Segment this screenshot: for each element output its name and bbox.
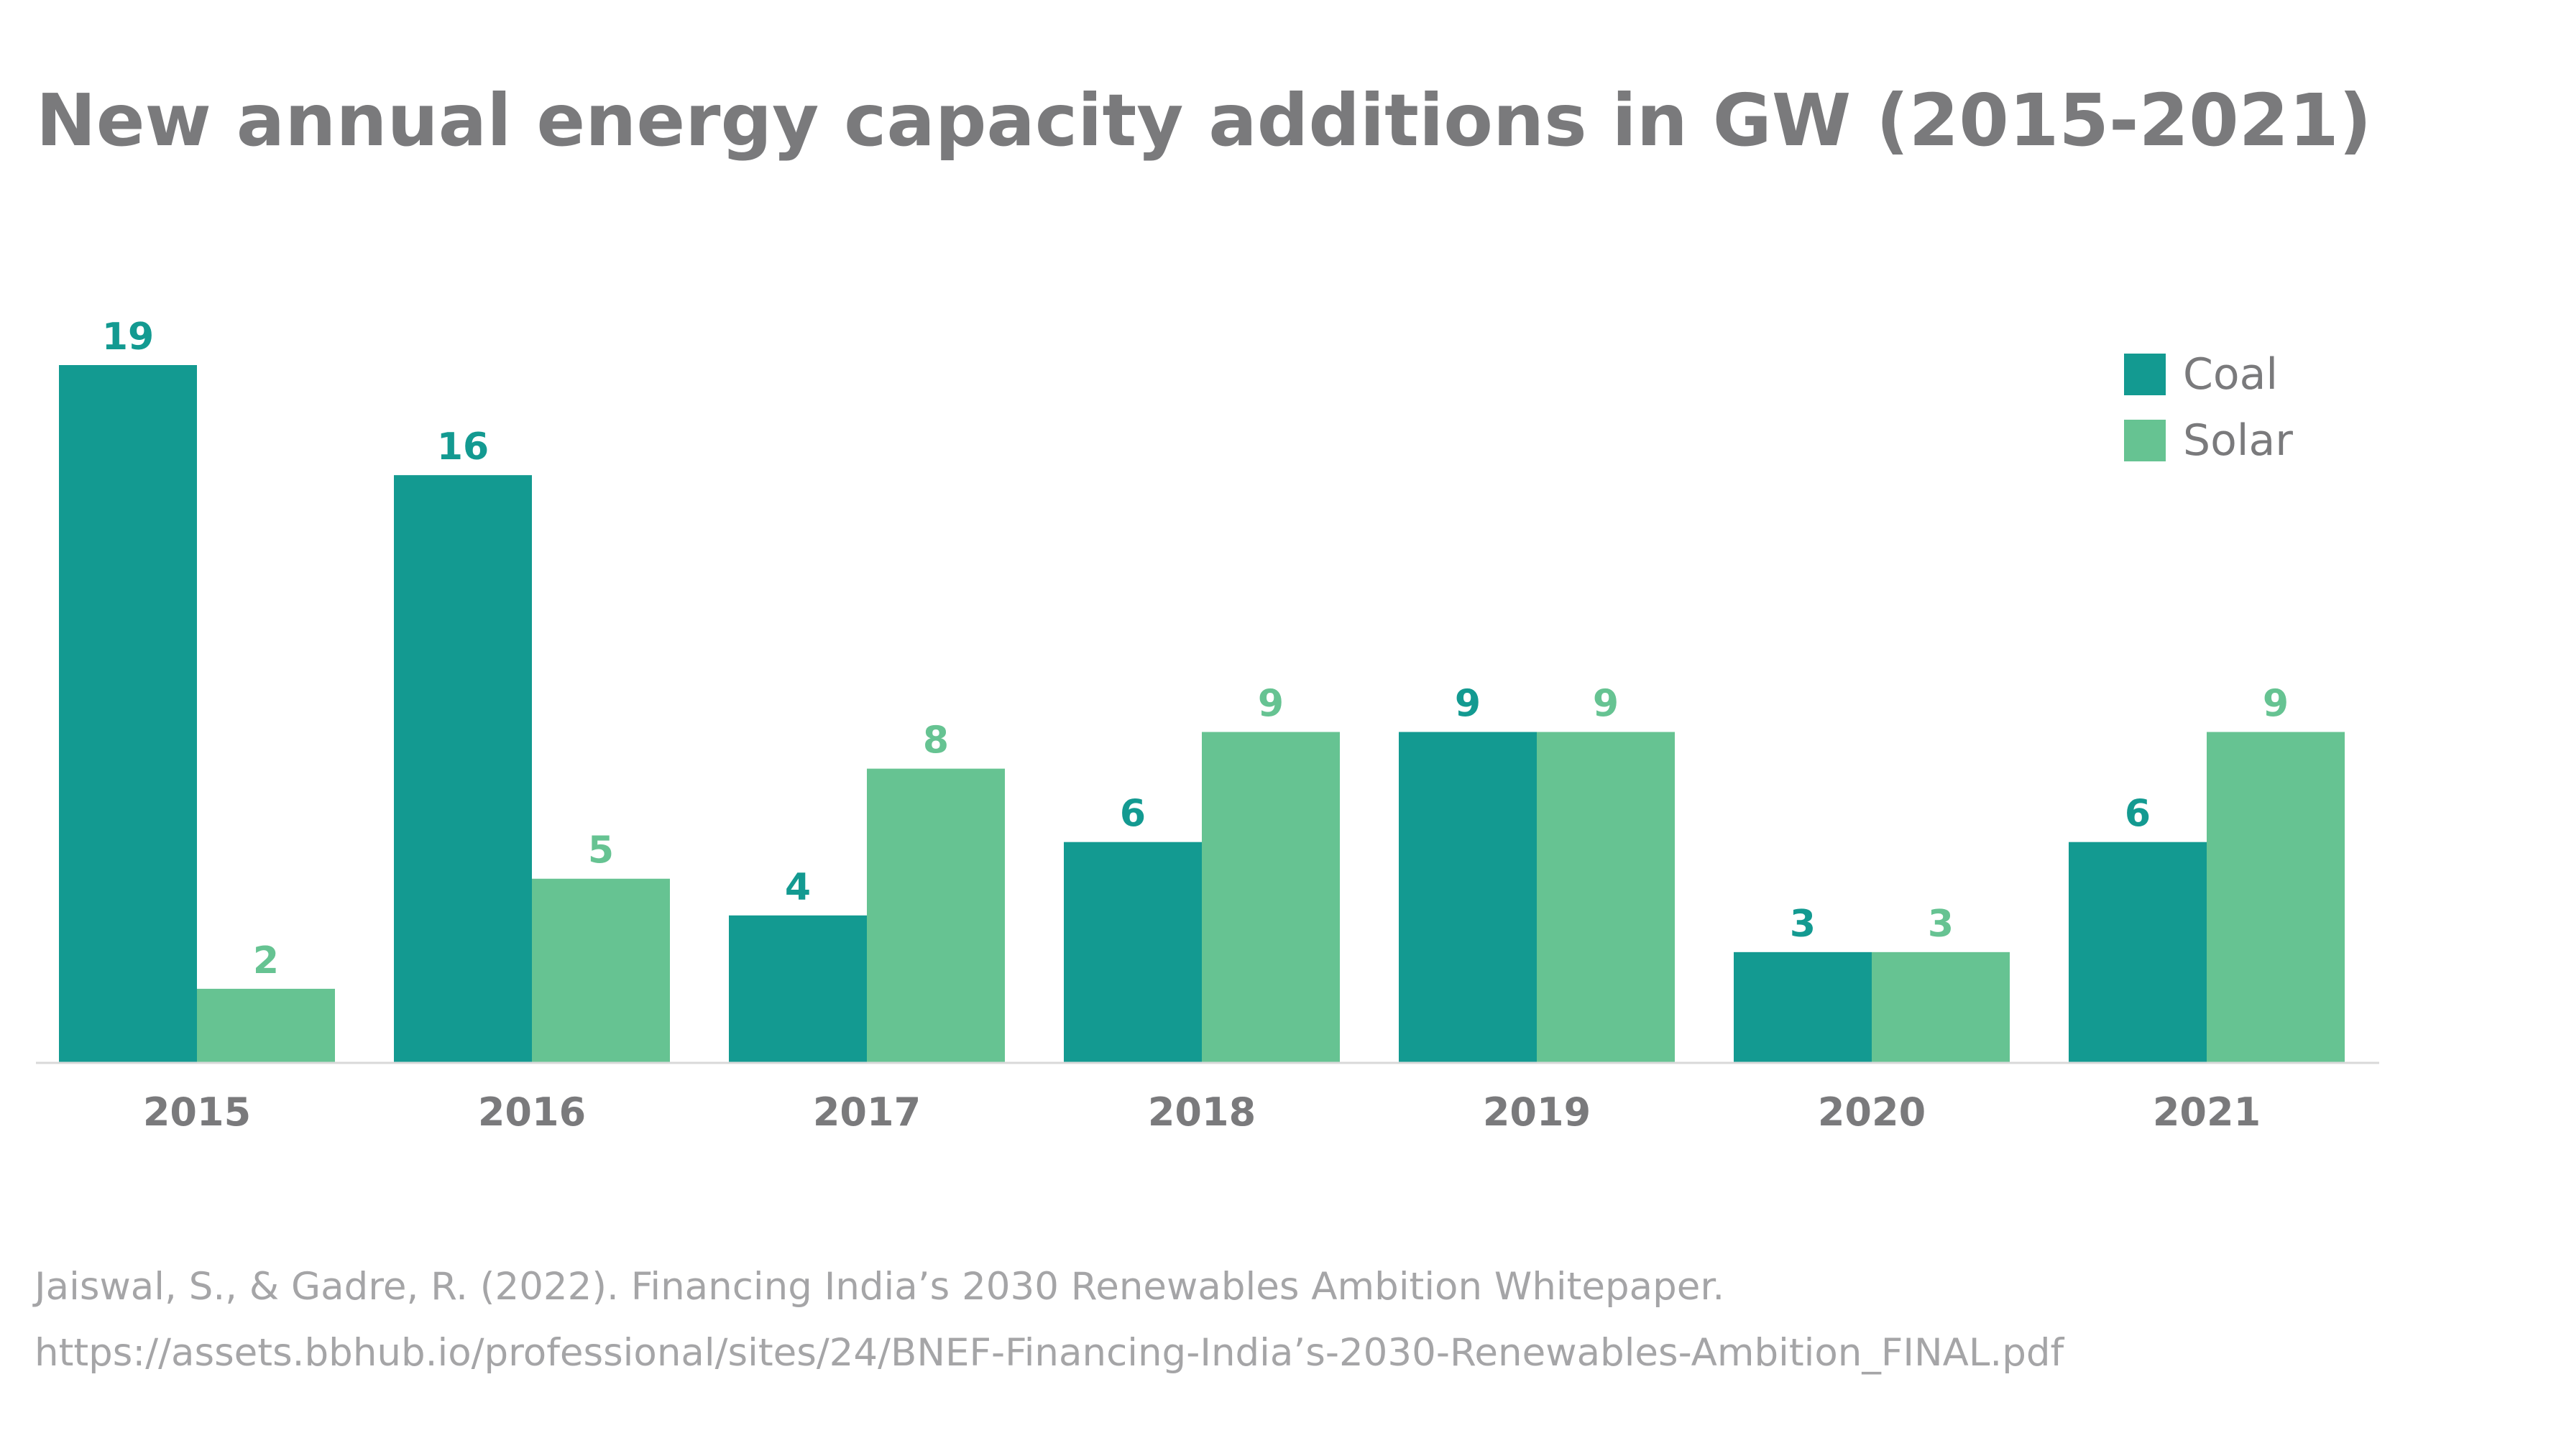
- legend-label-solar: Solar: [2183, 415, 2293, 466]
- bar-solar-2017: [867, 768, 1005, 1062]
- data-label-solar-2017: 8: [923, 719, 949, 762]
- chart-title: New annual energy capacity additions in …: [36, 78, 2372, 162]
- source-citation-line: Jaiswal, S., & Gadre, R. (2022). Financi…: [35, 1265, 1725, 1309]
- bar-coal-2017: [729, 915, 867, 1062]
- bar-solar-2015: [197, 988, 335, 1062]
- data-label-solar-2019: 9: [1593, 683, 1619, 726]
- legend-item-solar: Solar: [2124, 407, 2293, 474]
- x-tick-label-2016: 2016: [478, 1089, 586, 1135]
- x-tick-label-2020: 2020: [1818, 1089, 1926, 1135]
- x-tick-label-2017: 2017: [813, 1089, 921, 1135]
- bar-coal-2018: [1064, 842, 1202, 1062]
- x-tick-label-2019: 2019: [1483, 1089, 1591, 1135]
- data-label-solar-2021: 9: [2263, 683, 2289, 726]
- bar-solar-2018: [1202, 732, 1340, 1062]
- bar-coal-2020: [1734, 952, 1872, 1062]
- legend-item-coal: Coal: [2124, 341, 2293, 407]
- bar-solar-2021: [2207, 732, 2345, 1062]
- bars-layer: [59, 365, 2345, 1062]
- data-label-coal-2015: 19: [102, 315, 154, 359]
- data-label-coal-2018: 6: [1120, 793, 1146, 836]
- bar-coal-2015: [59, 365, 197, 1062]
- legend-swatch-coal: [2124, 354, 2166, 395]
- legend: Coal Solar: [2124, 341, 2293, 474]
- legend-label-coal: Coal: [2183, 349, 2279, 400]
- bar-coal-2016: [394, 475, 532, 1062]
- data-label-coal-2019: 9: [1455, 683, 1481, 726]
- source-url: https://assets.bbhub.io/professional/sit…: [35, 1331, 2064, 1375]
- bar-solar-2020: [1872, 952, 2010, 1062]
- data-label-solar-2018: 9: [1258, 683, 1284, 726]
- legend-swatch-solar: [2124, 420, 2166, 461]
- data-labels-layer: 19 2 16 5 4 8 6 9 9 9 3 3 6 9: [102, 315, 2289, 982]
- source-citation: Jaiswal, S., & Gadre, R. (2022). Financi…: [35, 1254, 2064, 1386]
- data-label-coal-2017: 4: [785, 866, 811, 909]
- data-label-coal-2021: 6: [2125, 793, 2151, 836]
- bar-solar-2016: [532, 878, 670, 1062]
- data-label-solar-2015: 2: [253, 939, 279, 982]
- bar-solar-2019: [1537, 732, 1675, 1062]
- x-tick-label-2021: 2021: [2153, 1089, 2261, 1135]
- x-axis-ticks-layer: 2015 2016 2017 2018 2019 2020 2021: [36, 1061, 2379, 1135]
- data-label-solar-2016: 5: [588, 829, 614, 872]
- data-label-coal-2020: 3: [1790, 903, 1816, 946]
- x-tick-label-2018: 2018: [1148, 1089, 1256, 1135]
- bar-coal-2019: [1399, 732, 1537, 1062]
- data-label-coal-2016: 16: [437, 425, 489, 469]
- x-tick-label-2015: 2015: [143, 1089, 251, 1135]
- bar-coal-2021: [2069, 842, 2207, 1062]
- data-label-solar-2020: 3: [1928, 903, 1954, 946]
